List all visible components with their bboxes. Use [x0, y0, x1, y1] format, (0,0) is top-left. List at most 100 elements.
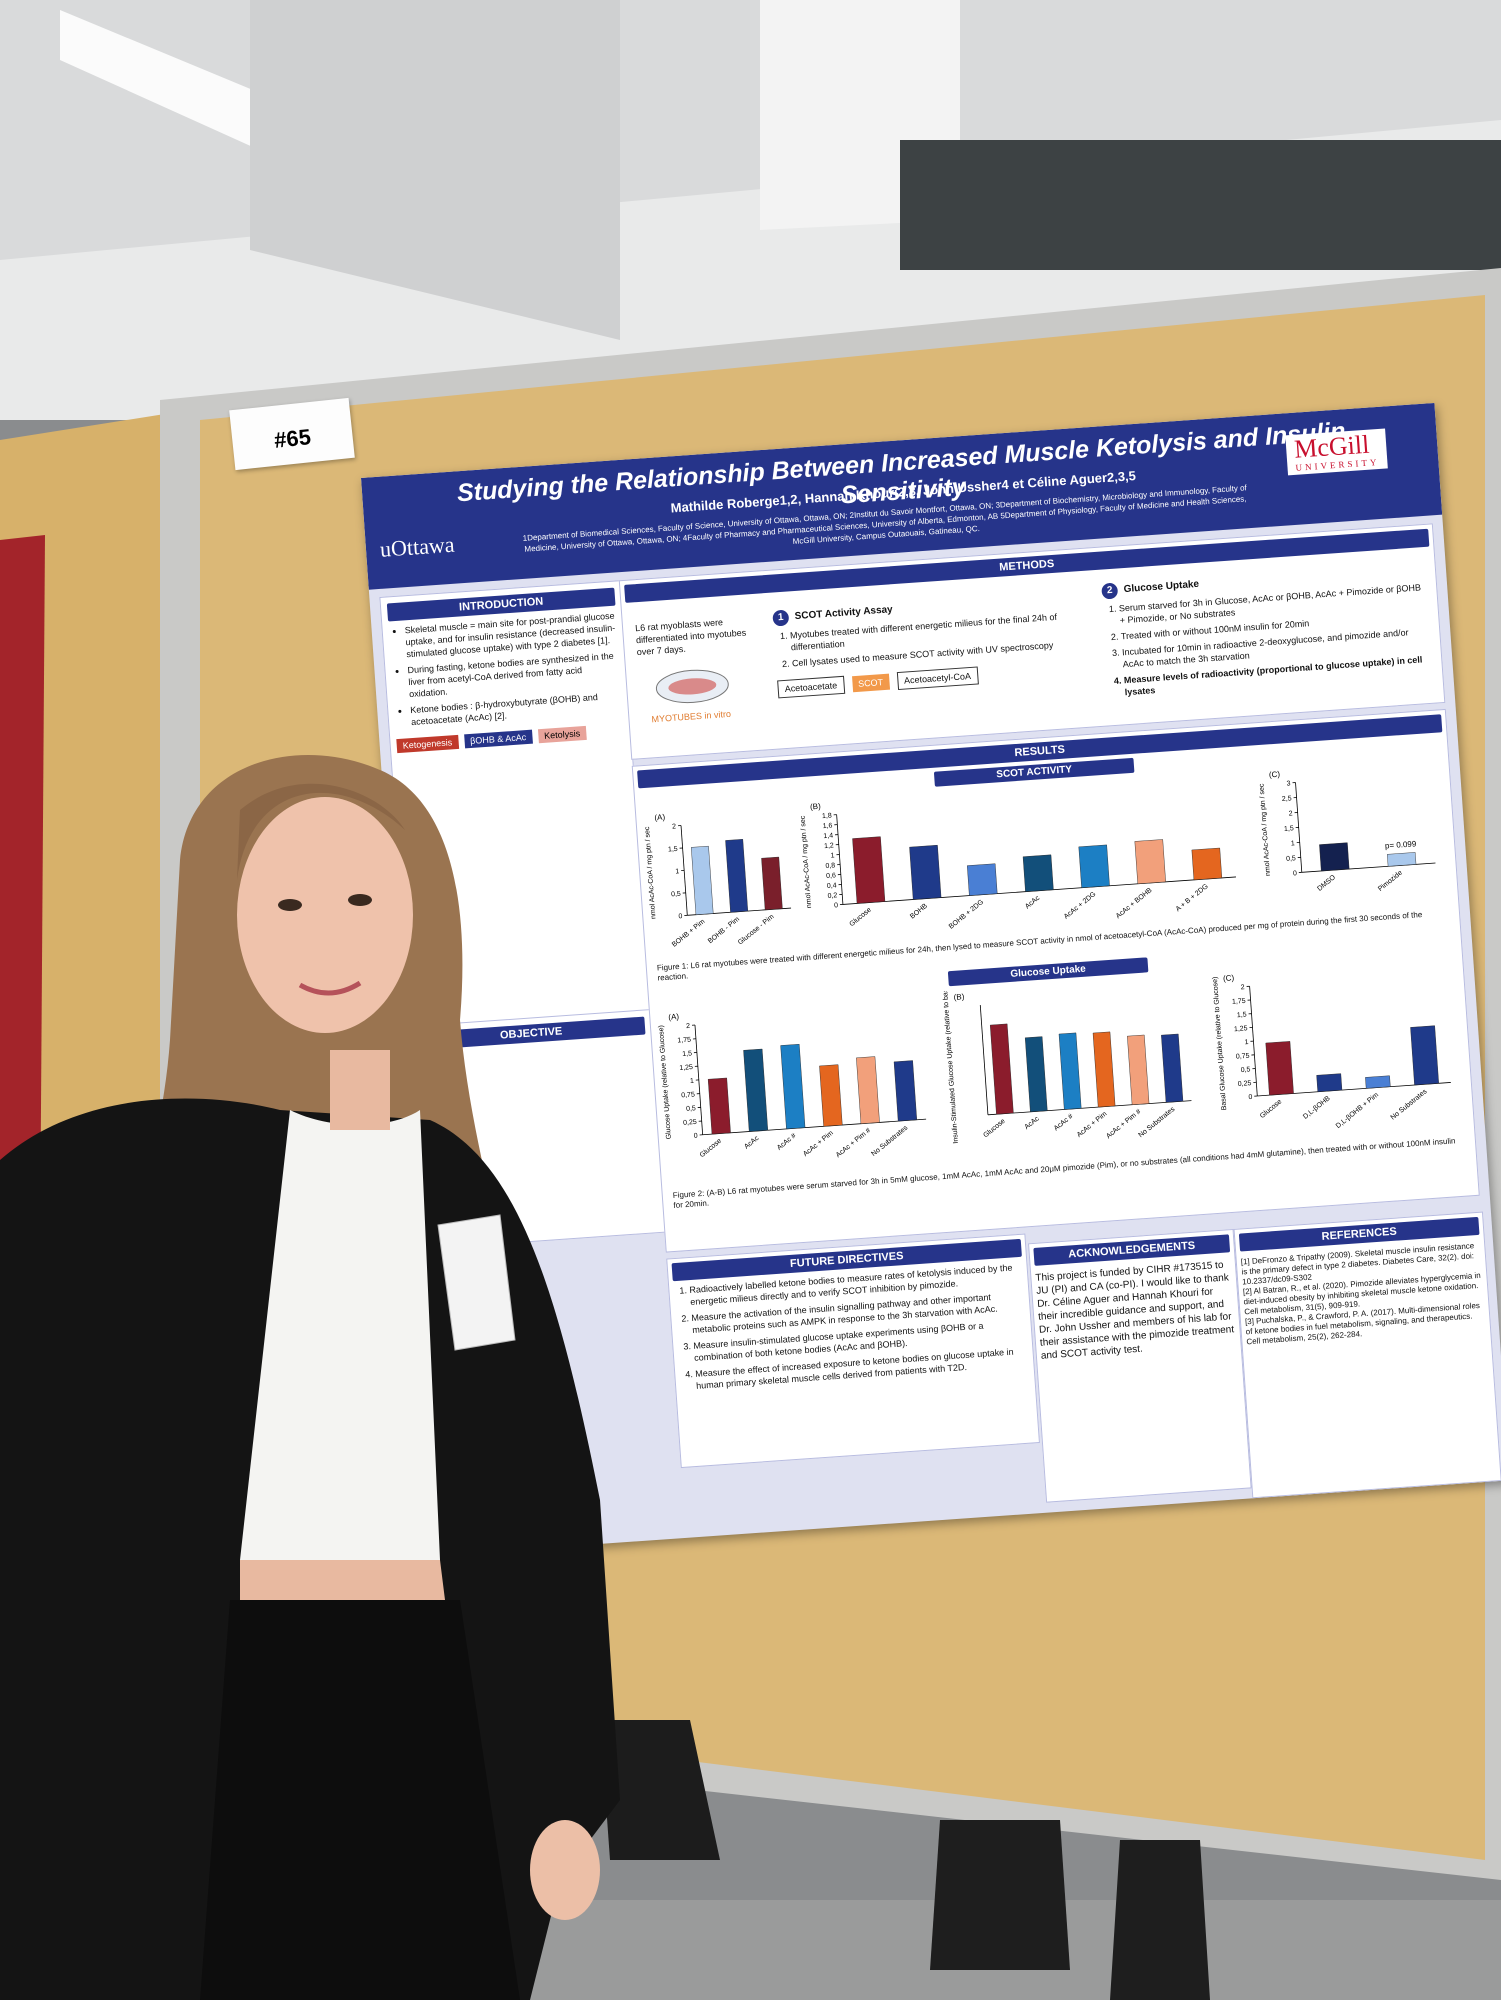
bar [1024, 1036, 1048, 1113]
y-tick-label: 2 [1289, 810, 1293, 817]
y-tick-label: 0,75 [681, 1091, 695, 1099]
bar [761, 856, 783, 911]
y-tick-label: 2 [672, 823, 676, 830]
bar [819, 1064, 843, 1127]
y-tick-label: 0,25 [1238, 1080, 1252, 1088]
face [237, 797, 413, 1033]
beam [250, 0, 620, 340]
y-tick-label: 0 [1293, 870, 1297, 877]
y-tick-label: 1 [690, 1078, 694, 1085]
bar [1078, 844, 1110, 888]
window-frame [900, 140, 1501, 270]
bar [893, 1060, 918, 1122]
bar [1022, 854, 1054, 892]
y-tick-label: 2,5 [1282, 795, 1292, 803]
mouth [298, 980, 362, 996]
bar [909, 844, 942, 900]
y-tick-label: 0,5 [1241, 1066, 1251, 1074]
y-tick-label: 1,6 [822, 822, 832, 830]
y-tick-label: 0,2 [827, 892, 837, 900]
bar [1161, 1033, 1184, 1103]
midriff [240, 1560, 445, 1600]
y-tick-label: 0,8 [825, 862, 835, 870]
bar [691, 845, 714, 915]
y-tick-label: 0,75 [1236, 1053, 1250, 1061]
y-tick-label: 1 [830, 852, 834, 859]
bar-chart: (B)nmol AcAc-CoA / mg ptn / sec 00,20,40,… [800, 802, 1236, 931]
y-tick-label: 3 [1286, 780, 1290, 787]
annotation: p= 0.099 [1385, 839, 1417, 850]
y-tick-label: 0,25 [683, 1119, 697, 1127]
bar-chart: (C)Basal Glucose Uptake (relative to Glu… [1212, 973, 1451, 1130]
y-tick-label: 1,5 [1284, 825, 1294, 833]
y-tick-label: 1 [1244, 1039, 1248, 1046]
side-poster [0, 535, 45, 1260]
bar [1410, 1025, 1439, 1086]
y-tick-label: 0 [1248, 1094, 1252, 1101]
bar-chart: (A)Glucose Uptake (relative to Glucose) 0… [658, 1012, 927, 1159]
axis-line [836, 814, 844, 905]
y-tick-label: 1,2 [824, 842, 834, 850]
background-leg [600, 1720, 720, 1860]
pants [200, 1600, 520, 2000]
bar [1127, 1034, 1150, 1105]
y-tick-label: 1,4 [823, 832, 833, 840]
neck [330, 1050, 390, 1130]
bar [967, 863, 998, 896]
bar [1387, 852, 1417, 867]
bar [1319, 842, 1350, 872]
bar-chart: (C)nmol AcAc-CoA / mg ptn / sec 00,511,52… [1258, 770, 1436, 893]
axis-line [1249, 986, 1258, 1097]
y-tick-label: 1,5 [668, 846, 678, 854]
bar [1365, 1075, 1391, 1089]
bar-chart: (A)nmol AcAc-CoA / mg ptn / sec 00,511,52… [644, 813, 792, 949]
bar-chart: (B)Insulin-Stimulated Glucose Uptake (re… [942, 981, 1192, 1144]
y-tick-label: 0,5 [686, 1105, 696, 1113]
name-tag [437, 1214, 516, 1351]
panel-label: (C) [1269, 770, 1281, 780]
eye [348, 894, 372, 906]
y-tick-label: 1,5 [682, 1050, 692, 1058]
bar [707, 1077, 731, 1135]
axis-line [979, 1005, 989, 1115]
dish-icon [655, 669, 729, 704]
bar [1092, 1031, 1116, 1108]
methods-panel: METHODS L6 rat myoblasts were differenti… [618, 523, 1446, 760]
bar [1316, 1073, 1343, 1092]
panel-label: (A) [668, 1012, 680, 1022]
bar [1191, 847, 1223, 881]
results-panel: RESULTS SCOT ACTIVITY (A) nmol AcAc-CoA /… [631, 708, 1480, 1253]
bar [852, 836, 886, 904]
y-tick-label: 0,4 [827, 882, 837, 890]
y-tick-label: 1 [675, 868, 679, 875]
bar [780, 1043, 806, 1130]
y-tick-label: 1,25 [1234, 1025, 1248, 1033]
axis-line [987, 1100, 1192, 1116]
background-leg [930, 1820, 1070, 1970]
bar [743, 1048, 769, 1132]
y-tick-label: 1,75 [677, 1037, 691, 1045]
panel-label: (C) [1223, 973, 1235, 983]
y-tick-label: 0 [834, 902, 838, 909]
panel-label: (B) [953, 992, 965, 1002]
y-tick-label: 2 [686, 1023, 690, 1030]
bar [1265, 1041, 1294, 1096]
hand [530, 1820, 600, 1920]
poster: Studying the Relationship Between Increa… [361, 402, 1501, 1556]
axis-line [702, 1118, 927, 1136]
y-tick-label: 2 [1241, 984, 1245, 991]
y-tick-label: 1,5 [1237, 1012, 1247, 1020]
y-tick-label: 0 [694, 1133, 698, 1140]
y-tick-label: 1,75 [1232, 998, 1246, 1006]
bar [856, 1056, 880, 1124]
bar [989, 1023, 1014, 1115]
y-tick-label: 0,5 [671, 891, 681, 899]
y-tick-label: 0,6 [826, 872, 836, 880]
y-tick-label: 1,25 [679, 1064, 693, 1072]
eye [278, 899, 302, 911]
top [240, 1110, 440, 1575]
panel-label: (B) [810, 802, 822, 812]
